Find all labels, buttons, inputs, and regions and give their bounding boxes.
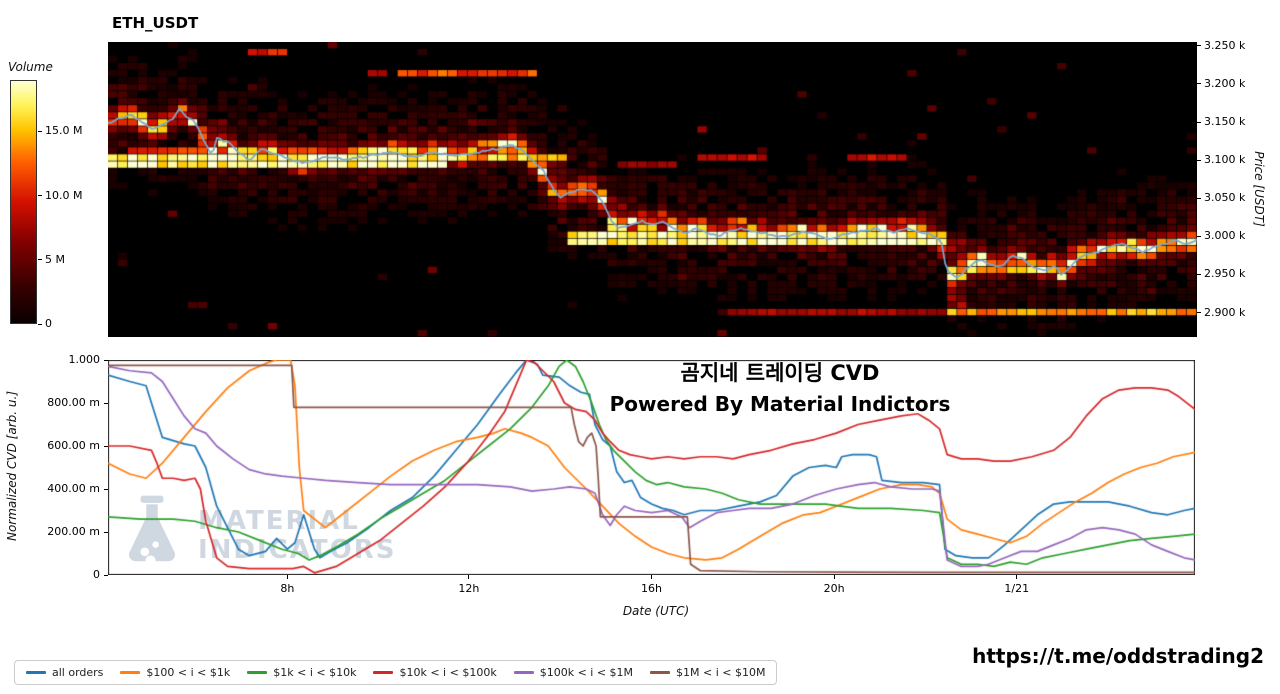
cvd-y-tick-label: 0 (93, 568, 100, 581)
legend-label: all orders (52, 666, 104, 679)
legend-label: $1M < i < $10M (676, 666, 766, 679)
price-tick-mark (1197, 273, 1201, 275)
price-tick-label: 2.900 k (1204, 305, 1246, 319)
price-tick-label: 3.000 k (1204, 229, 1246, 243)
legend-line-swatch (373, 671, 394, 674)
legend-label: $10k < i < $100k (399, 666, 497, 679)
volume-tick-mark (38, 259, 42, 261)
volume-tick-mark (38, 130, 42, 132)
volume-heatmap-canvas[interactable] (108, 42, 1197, 337)
price-tick-mark (1197, 235, 1201, 237)
cvd-y-tick-mark (104, 402, 108, 404)
overlay-powered-by: Powered By Material Indictors (609, 392, 951, 416)
cvd-x-tick-label: 20h (823, 582, 845, 595)
chart-title: ETH_USDT (112, 14, 199, 32)
cvd-y-tick-label: 600.00 m (47, 439, 100, 452)
legend-line-swatch (513, 671, 534, 674)
cvd-y-tick-mark (104, 359, 108, 361)
cvd-x-tick-mark (651, 575, 652, 579)
price-tick-label: 3.050 k (1204, 191, 1246, 205)
cvd-x-tick-label: 16h (641, 582, 662, 595)
cvd-y-tick-label: 400.00 m (47, 482, 100, 495)
cvd-chart-canvas[interactable] (108, 360, 1195, 575)
volume-tick-label: 10.0 M (45, 188, 83, 202)
legend-item-0[interactable]: all orders (26, 666, 103, 679)
price-tick-mark (1197, 121, 1201, 123)
legend-label: $1k < i < $10k (273, 666, 357, 679)
legend-item-4[interactable]: $100k < i < $1M (513, 666, 634, 679)
volume-colorbar (10, 80, 37, 324)
volume-tick-label: 5 M (45, 252, 65, 266)
volume-colorbar-label: Volume (8, 60, 53, 74)
overlay-korean-title: 곰지네 트레이딩 CVD (680, 361, 880, 385)
cvd-x-tick-label: 8h (280, 582, 295, 595)
volume-tick-label: 15.0 M (45, 124, 83, 138)
price-tick-mark (1197, 83, 1201, 85)
legend-item-5[interactable]: $1M < i < $10M (650, 666, 765, 679)
cvd-x-tick-mark (468, 575, 470, 579)
price-tick-mark (1197, 197, 1201, 199)
legend: all orders $100 < i < $1k $1k < i < $10k $1… (14, 660, 778, 685)
cvd-y-tick-label: 800.00 m (47, 396, 100, 409)
legend-line-swatch (650, 671, 671, 674)
volume-tick-mark (38, 323, 42, 325)
telegram-link[interactable]: https://t.me/oddstrading2 (972, 644, 1264, 668)
price-tick-label: 3.200 k (1204, 76, 1246, 90)
legend-line-swatch (247, 671, 268, 674)
legend-label: $100k < i < $1M (539, 666, 634, 679)
cvd-y-tick-mark (104, 488, 108, 490)
legend-item-1[interactable]: $100 < i < $1k (120, 666, 230, 679)
legend-line-swatch (120, 671, 141, 674)
cvd-y-tick-mark (104, 531, 108, 533)
cvd-x-tick-label: 12h (458, 582, 480, 595)
cvd-x-tick-mark (286, 575, 288, 579)
legend-label: $100 < i < $1k (146, 666, 231, 679)
price-tick-label: 3.150 k (1204, 115, 1246, 129)
price-tick-label: 3.250 k (1204, 38, 1246, 52)
cvd-axis-label: Normalized CVD [arb. u.] (5, 390, 19, 542)
price-tick-mark (1197, 159, 1201, 161)
cvd-x-tick-mark (833, 575, 835, 579)
cvd-y-tick-label: 1.000 (68, 353, 101, 366)
volume-tick-label: 0 (45, 317, 52, 330)
cvd-x-tick-mark (1016, 575, 1018, 579)
date-axis-label: Date (UTC) (622, 604, 690, 618)
price-tick-mark (1197, 45, 1201, 47)
price-tick-label: 3.100 k (1204, 153, 1246, 167)
volume-tick-mark (38, 195, 42, 197)
legend-line-swatch (26, 671, 46, 674)
legend-item-2[interactable]: $1k < i < $10k (247, 666, 356, 679)
cvd-y-tick-mark (104, 445, 108, 447)
price-tick-mark (1197, 312, 1201, 314)
cvd-y-tick-label: 200.00 m (47, 525, 100, 538)
legend-item-3[interactable]: $10k < i < $100k (373, 666, 497, 679)
price-axis-label: Price [USDT] (1252, 151, 1266, 227)
cvd-y-tick-mark (104, 574, 108, 576)
price-tick-label: 2.950 k (1204, 267, 1246, 281)
cvd-x-tick-label: 1/21 (1004, 582, 1030, 595)
